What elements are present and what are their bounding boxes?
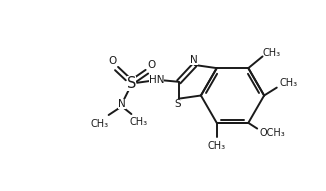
Text: CH₃: CH₃: [208, 141, 226, 151]
Text: CH₃: CH₃: [262, 48, 280, 58]
Text: N: N: [190, 55, 198, 65]
Text: OCH₃: OCH₃: [259, 128, 285, 138]
Text: CH₃: CH₃: [129, 117, 147, 127]
Text: HN: HN: [149, 75, 164, 85]
Text: O: O: [108, 56, 117, 66]
Text: S: S: [175, 99, 182, 109]
Text: S: S: [127, 76, 136, 91]
Text: N: N: [118, 99, 126, 109]
Text: O: O: [148, 60, 156, 70]
Text: CH₃: CH₃: [279, 78, 298, 88]
Text: CH₃: CH₃: [91, 119, 109, 129]
